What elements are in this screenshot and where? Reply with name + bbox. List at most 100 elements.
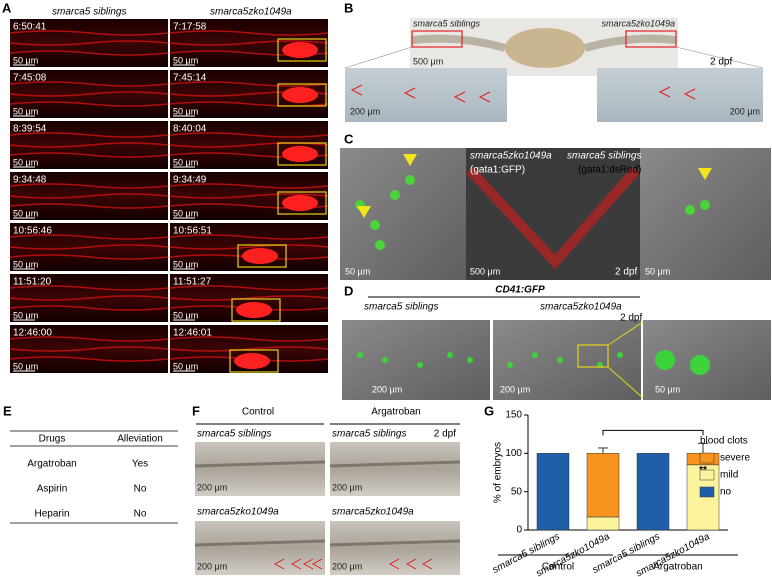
label: 200 μm — [372, 384, 402, 394]
label: 50 μm — [645, 266, 670, 276]
error-bar — [598, 447, 608, 454]
label: 50 μm — [173, 106, 198, 116]
cell — [685, 205, 695, 215]
cell — [447, 352, 453, 358]
label: 2 dpf — [710, 57, 732, 68]
label: smarca5zko1049a — [197, 507, 279, 518]
label: 0 — [516, 525, 522, 536]
clot — [242, 248, 278, 264]
label: smarca5 siblings — [413, 18, 481, 28]
image — [493, 320, 641, 400]
label: C — [344, 131, 354, 146]
highlight-box — [277, 38, 327, 62]
vessel — [9, 295, 169, 301]
label: CD41:GFP — [495, 285, 545, 296]
label: 50 μm — [173, 208, 198, 218]
cell — [390, 190, 400, 200]
arrowhead — [405, 558, 417, 570]
highlight-box — [277, 191, 327, 215]
vessel — [169, 30, 329, 36]
legend-swatch — [699, 486, 715, 498]
label: 6:50:41 — [13, 22, 47, 33]
label: 8:40:04 — [173, 124, 207, 135]
label: 50 μm — [13, 55, 38, 65]
label: E — [3, 403, 12, 418]
cell — [557, 357, 563, 363]
rule — [675, 46, 764, 69]
image — [330, 442, 460, 496]
arrowhead — [403, 154, 417, 166]
vessel — [169, 40, 329, 46]
arrowhead — [478, 91, 491, 103]
arrowhead — [311, 558, 323, 570]
highlight-box — [411, 30, 463, 48]
vessel — [169, 285, 329, 291]
vessel — [169, 183, 329, 189]
arrowhead — [683, 88, 696, 100]
vessel — [169, 295, 329, 301]
clot — [282, 195, 318, 211]
cell — [405, 175, 415, 185]
vessel — [9, 336, 169, 342]
notochord — [329, 539, 461, 547]
cell — [357, 352, 363, 358]
label: 12:46:00 — [13, 328, 52, 339]
label: severe — [720, 453, 750, 464]
label: smarca5zko1049a — [210, 7, 292, 18]
label: mild — [720, 470, 738, 481]
label: Heparin — [34, 509, 69, 520]
label: 11:51:20 — [13, 277, 52, 288]
vessel — [9, 234, 169, 240]
cell — [507, 362, 513, 368]
vessel — [169, 346, 329, 352]
label: 2 dpf — [434, 429, 456, 440]
label: Alleviation — [117, 434, 163, 445]
cell — [532, 352, 538, 358]
label: 200 μm — [730, 106, 760, 116]
clot — [282, 87, 318, 103]
label: 50 μm — [13, 361, 38, 371]
label: smarca5zko1049a — [470, 151, 552, 162]
label: smarca5zko1049a — [332, 507, 414, 518]
label: Control — [542, 562, 574, 573]
label: smarca5 siblings — [197, 429, 271, 440]
vessel — [9, 193, 169, 199]
label: Yes — [132, 459, 148, 470]
label: (gata1:dsRed) — [578, 165, 641, 176]
notochord — [329, 460, 461, 468]
label: 50 μm — [13, 106, 38, 116]
label: 12:46:01 — [173, 328, 212, 339]
cell — [467, 357, 473, 363]
embryo — [505, 28, 585, 68]
bar-segment — [536, 453, 570, 531]
vessel — [9, 101, 169, 107]
label: D — [344, 283, 353, 298]
cell — [375, 240, 385, 250]
label: 7:17:58 — [173, 22, 207, 33]
label: 50 μm — [13, 208, 38, 218]
vessel — [9, 183, 169, 189]
arrowhead — [388, 558, 400, 570]
highlight-box — [577, 344, 609, 368]
vessel — [169, 234, 329, 240]
rule — [607, 366, 644, 399]
vessel — [9, 356, 169, 362]
label: 50 — [511, 486, 523, 497]
label: 500 μm — [413, 56, 443, 66]
label: 2 dpf — [620, 313, 642, 324]
legend-swatch — [699, 452, 715, 464]
vessel — [9, 285, 169, 291]
label: smarca5zko1049a — [540, 302, 622, 313]
cell — [370, 220, 380, 230]
vessel — [9, 152, 169, 158]
label: 9:34:49 — [173, 175, 207, 186]
arrowhead — [658, 86, 671, 98]
vessel — [9, 50, 169, 56]
label: No — [134, 484, 147, 495]
tail — [466, 166, 640, 270]
image — [345, 68, 507, 122]
label: smarca5 siblings — [567, 151, 641, 162]
label: 10:56:46 — [13, 226, 52, 237]
label: (gata1:GFP) — [470, 165, 525, 176]
